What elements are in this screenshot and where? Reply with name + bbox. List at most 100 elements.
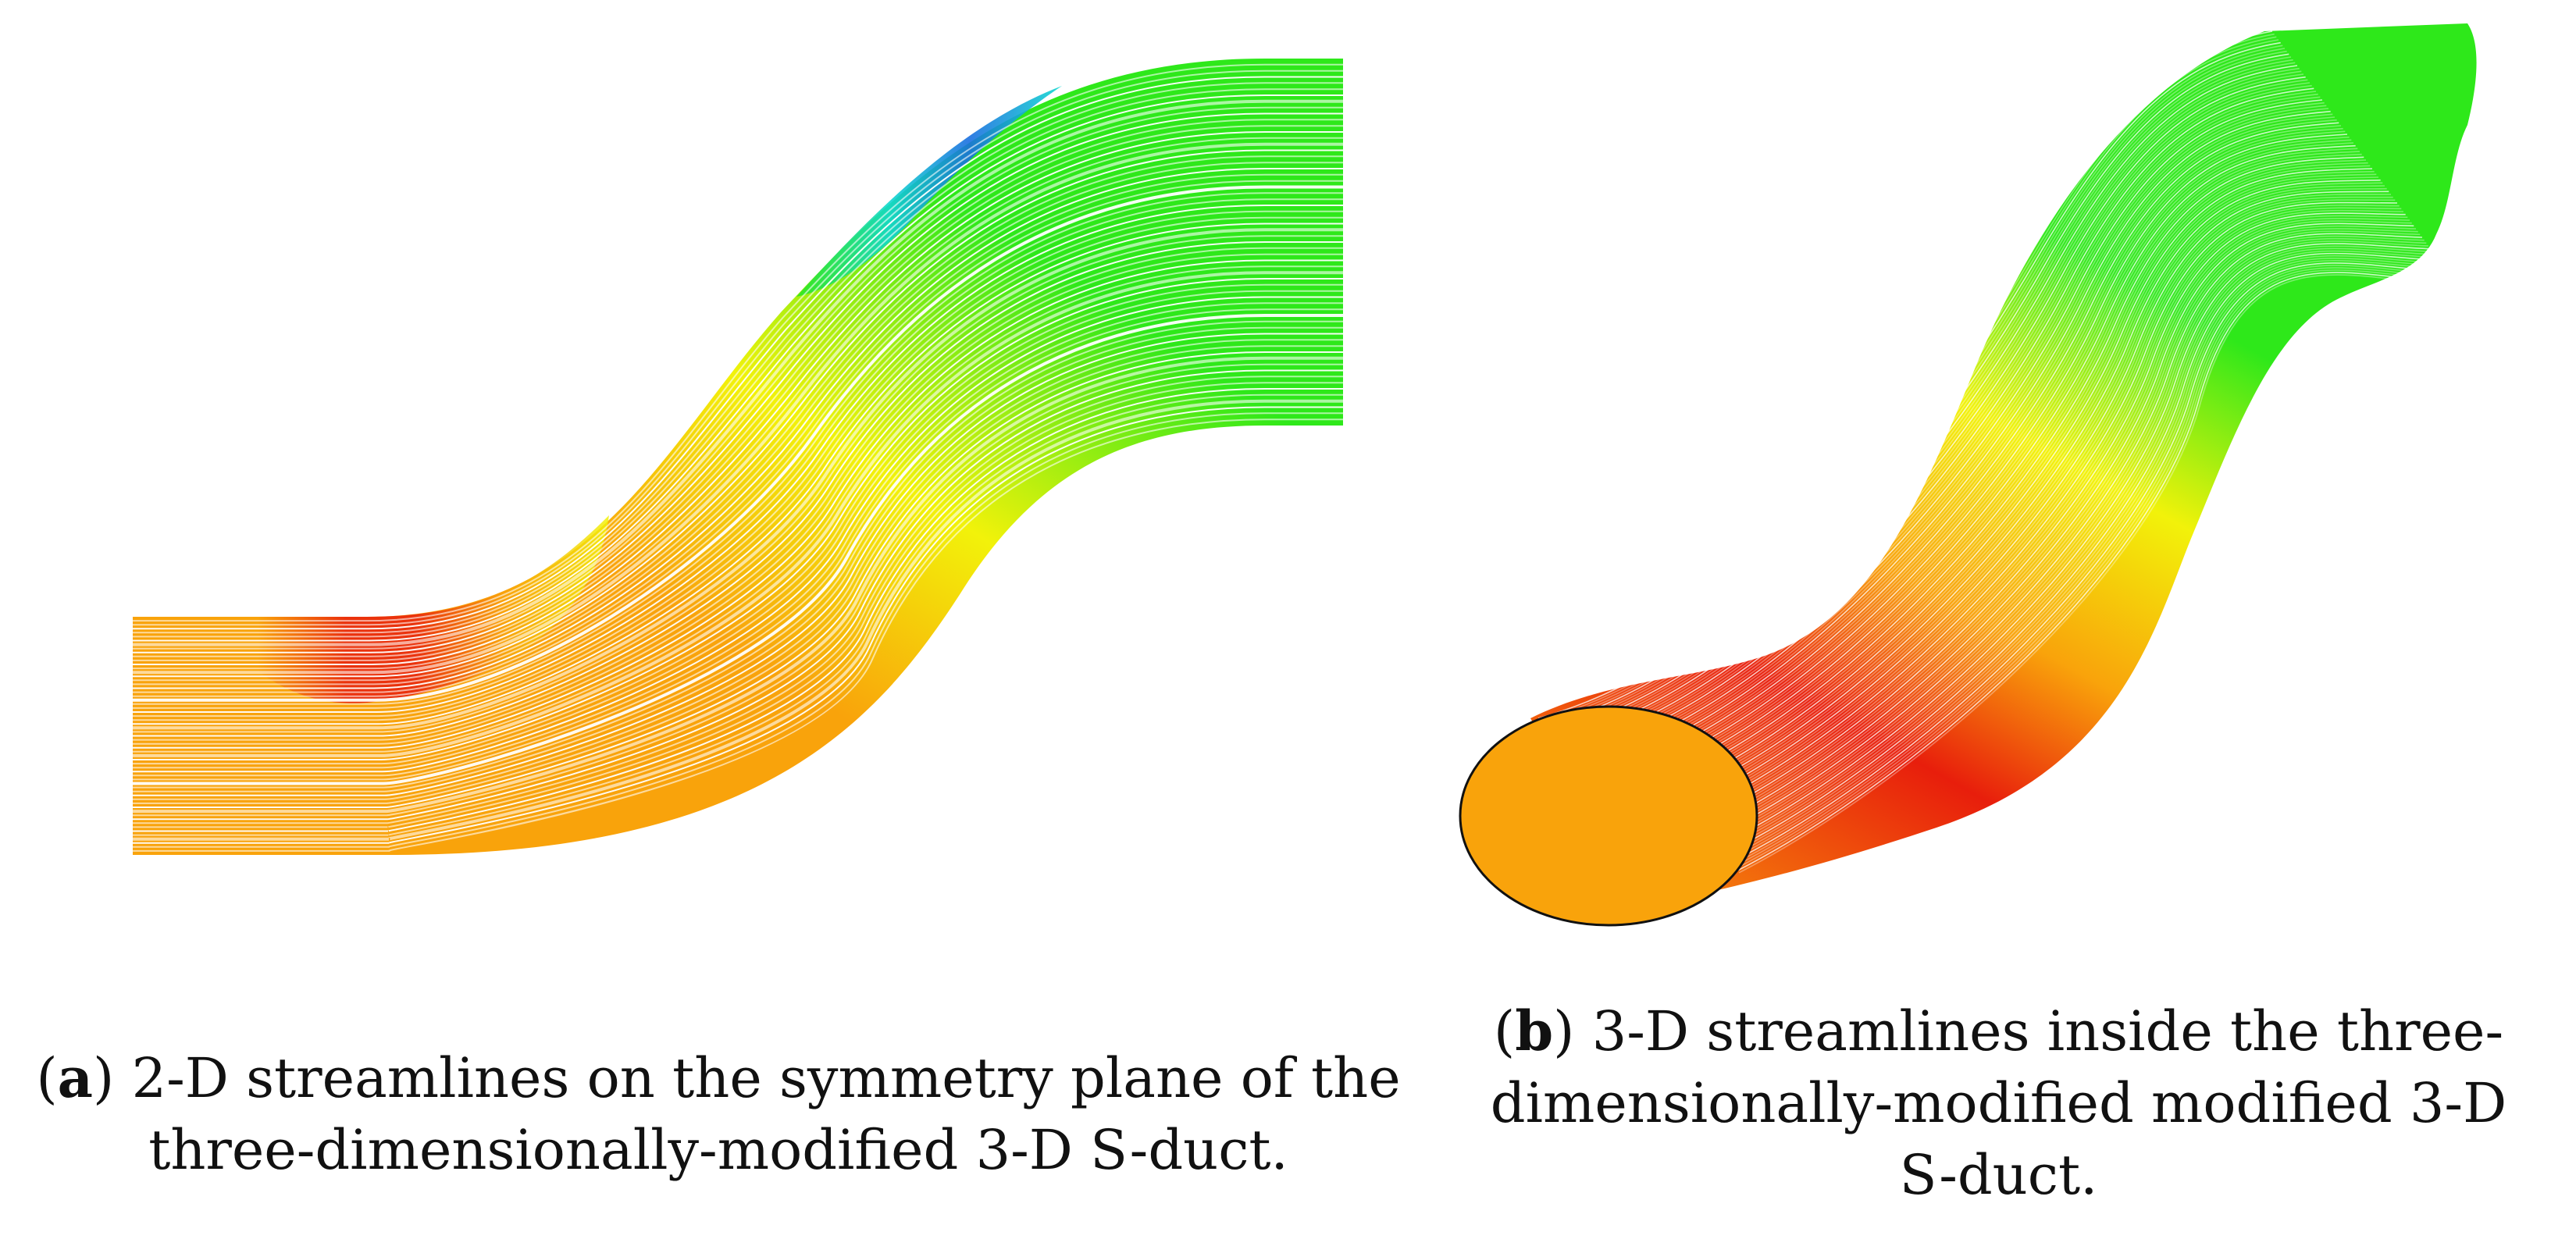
streamline [1669,196,2393,820]
streamline [133,412,1343,848]
streamline [133,363,1343,817]
streamline [1709,243,2431,851]
streamline [1693,225,2417,839]
streamline [1695,228,2418,841]
streamline [133,119,1343,657]
streamline [1573,76,2306,747]
streamline [1553,50,2287,732]
streamline [133,290,1343,769]
streamline [1552,48,2286,730]
streamline [1565,65,2298,740]
streamline [1716,250,2437,856]
streamline [133,351,1343,808]
streamline [1545,39,2279,725]
streamline [1560,59,2293,736]
streamline [1569,70,2302,743]
streamline [1540,33,2275,721]
streamline [133,296,1343,773]
streamline [1727,262,2448,865]
caption-a: (a) 2-D streamlines on the symmetry plan… [0,1042,1437,1186]
streamline [133,388,1343,832]
caption-b-line-2: dimensionally-modified modified 3-D [1490,1071,2507,1135]
streamline [1605,116,2336,771]
streamline [133,180,1343,697]
streamline [1578,82,2311,750]
streamline [133,326,1343,792]
streamline [1700,233,2423,844]
streamline [1653,176,2379,808]
streamline [133,149,1343,678]
streamline [1580,84,2312,752]
streamline [133,137,1343,670]
streamline [1712,245,2433,853]
streamline [133,235,1343,733]
inlet-outline [1459,705,1758,927]
streamline [1684,215,2408,832]
streamline [1612,125,2342,777]
streamline [1616,130,2346,780]
streamline [1718,252,2439,858]
streamline [1730,265,2450,867]
caption-a-line-1: 2-D streamlines on the symmetry plane of… [131,1046,1401,1110]
streamline [133,82,1343,634]
streamline [1549,45,2283,728]
streamline [1657,182,2383,811]
streamline [133,192,1343,705]
streamline [1614,127,2343,778]
streamline [133,259,1343,749]
streamline [1666,194,2392,818]
caption-a-line-2: three-dimensionally-modified 3-D S-duct. [148,1118,1288,1182]
streamline [1626,142,2354,787]
streamline [1590,96,2321,759]
streamline [1702,235,2425,846]
streamline [133,418,1343,852]
streamline [133,369,1343,821]
streamline [133,173,1343,693]
streamline [133,283,1343,765]
streamline [1592,99,2323,761]
streamline [133,393,1343,836]
streamline [1567,67,2300,742]
streamline [1558,56,2292,735]
panel-b [1437,0,2576,1257]
streamline [1707,240,2429,849]
streamline [1680,209,2404,828]
s-duct-3d-streamlines [1459,23,2477,927]
s-duct-2d-streamlines [133,59,1343,855]
streamline [1634,153,2362,794]
streamline [1736,272,2456,872]
streamline [1608,119,2337,773]
inlet-face [1460,707,1757,925]
streamline [133,223,1343,725]
streamline [1651,173,2377,806]
streamline [1623,139,2352,785]
streamline [133,63,1343,622]
streamline [133,308,1343,781]
streamline [1673,201,2398,824]
streamline [1671,199,2396,821]
streamline [1603,113,2333,770]
streamline [1689,220,2412,835]
streamline [133,76,1343,630]
streamline [1637,156,2364,796]
streamline [133,253,1343,745]
streamline [133,345,1343,804]
caption-b-letter: b [1515,999,1554,1063]
streamline [1659,185,2385,813]
streamline [133,125,1343,661]
panel-a: (a) 2-D streamlines on the symmetry plan… [0,59,1437,1186]
streamline [133,376,1343,824]
streamline [1587,93,2318,757]
streamline [133,356,1343,814]
streamline [133,112,1343,653]
streamline [1610,122,2339,774]
streamline [1644,165,2371,801]
streamline [133,69,1343,626]
streamline [1655,179,2381,810]
streamline [133,155,1343,682]
streamline [133,94,1343,642]
streamline [133,162,1343,685]
streamline [1555,53,2289,733]
duct-3d-body [1530,23,2477,906]
streamline [133,314,1343,785]
